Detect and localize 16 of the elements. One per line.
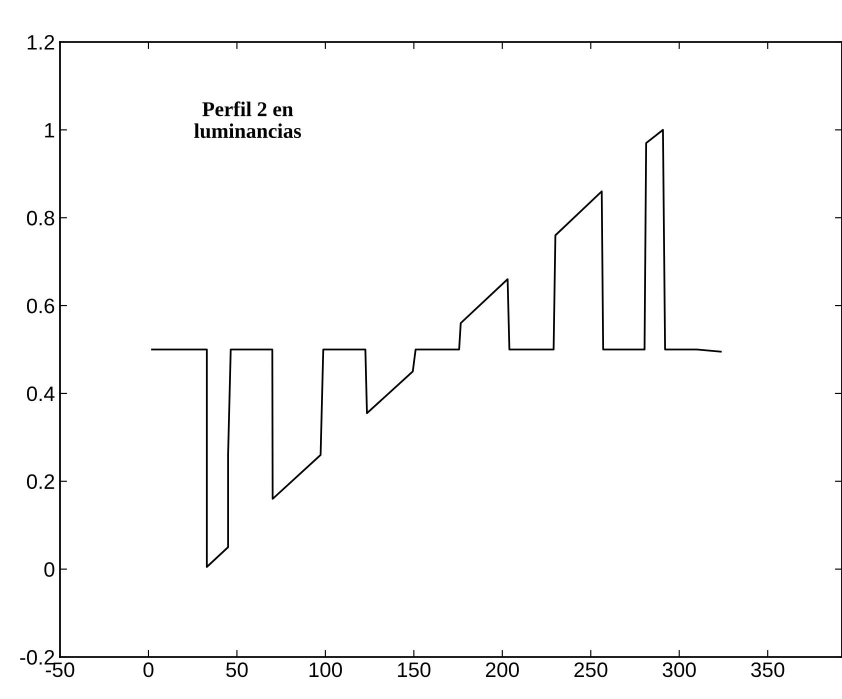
x-tick-label: 50 — [226, 662, 248, 678]
y-tick-label: 0.8 — [26, 210, 54, 226]
y-tick-label: 0 — [44, 562, 54, 577]
x-tick-label: 100 — [310, 662, 342, 678]
x-tick-label: 300 — [662, 662, 696, 678]
x-tick-label: 150 — [398, 662, 430, 678]
y-tick-label: 0.2 — [26, 474, 54, 490]
x-tick-label: 200 — [486, 662, 519, 678]
x-tick-label: 250 — [574, 662, 608, 678]
y-tick-label: 0.6 — [26, 298, 54, 314]
y-tick-label: 0.4 — [26, 386, 55, 402]
y-tick-label: 1.2 — [28, 35, 54, 50]
x-tick-label: 0 — [143, 662, 154, 678]
y-tick-label: 1 — [45, 123, 54, 138]
x-tick-label: 350 — [751, 662, 784, 678]
annotation: Perfil 2 en luminancias — [194, 101, 302, 138]
